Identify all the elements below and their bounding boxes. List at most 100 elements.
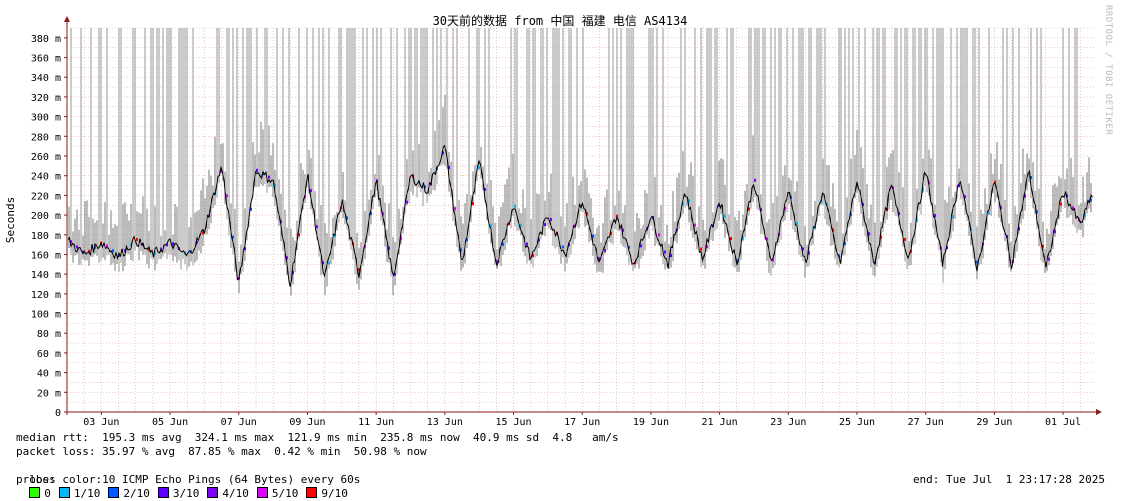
- loss-mark: [844, 241, 846, 245]
- rrdtool-watermark: RRDTOOL / TOBI OETIKER: [1103, 5, 1113, 136]
- loss-mark: [358, 268, 360, 272]
- y-tick-label: 0: [55, 408, 61, 419]
- y-tick-label: 20 m: [37, 388, 61, 399]
- loss-mark: [316, 225, 318, 229]
- loss-mark: [388, 246, 390, 250]
- loss-mark: [724, 214, 726, 218]
- loss-mark: [1024, 194, 1026, 198]
- loss-mark: [622, 228, 624, 232]
- y-tick-label: 60 m: [37, 349, 61, 360]
- loss-mark: [784, 206, 786, 210]
- y-tick-label: 360 m: [31, 54, 61, 65]
- x-tick-label: 23 Jun: [770, 417, 806, 428]
- loss-color-swatch: [256, 487, 268, 498]
- loss-mark: [484, 187, 486, 191]
- loss-mark: [1072, 206, 1074, 210]
- x-tick-label: 09 Jun: [289, 417, 325, 428]
- loss-mark: [760, 208, 762, 212]
- loss-mark: [106, 244, 108, 248]
- loss-mark: [76, 245, 78, 249]
- loss-mark: [136, 237, 138, 241]
- loss-mark: [118, 254, 120, 258]
- loss-mark: [892, 186, 894, 190]
- x-tick-label: 25 Jun: [839, 417, 875, 428]
- loss-mark: [502, 242, 504, 246]
- loss-mark: [826, 202, 828, 206]
- y-tick-label: 180 m: [31, 231, 61, 242]
- y-tick-label: 380 m: [31, 34, 61, 45]
- y-tick-label: 280 m: [31, 132, 61, 143]
- loss-mark: [868, 232, 870, 236]
- loss-mark: [688, 199, 690, 203]
- loss-mark: [1084, 213, 1086, 217]
- loss-mark: [94, 245, 96, 249]
- y-tick-label: 340 m: [31, 73, 61, 84]
- loss-mark: [736, 259, 738, 263]
- loss-mark: [406, 200, 408, 204]
- loss-mark: [490, 224, 492, 228]
- loss-color-swatch: [207, 487, 219, 498]
- loss-mark: [190, 250, 192, 254]
- loss-mark: [934, 213, 936, 217]
- loss-mark: [460, 248, 462, 252]
- loss-mark: [196, 240, 198, 244]
- loss-mark: [70, 240, 72, 244]
- loss-mark: [1036, 210, 1038, 214]
- loss-mark: [1066, 194, 1068, 198]
- loss-mark: [346, 216, 348, 220]
- y-axis-ticks: 0 20 m 40 m 60 m 80 m 100 m 120 m 140 m 160 m 180…: [31, 34, 67, 419]
- loss-mark: [1060, 202, 1062, 206]
- loss-mark: [664, 250, 666, 254]
- loss-mark: [466, 238, 468, 242]
- loss-mark: [628, 245, 630, 249]
- loss-mark: [328, 261, 330, 265]
- loss-mark: [244, 247, 246, 251]
- loss-mark: [772, 258, 774, 262]
- loss-mark: [1018, 227, 1020, 231]
- x-tick-label: 29 Jun: [976, 417, 1012, 428]
- loss-color-swatch: [306, 487, 318, 498]
- loss-color-swatch: [157, 487, 169, 498]
- loss-mark: [1048, 257, 1050, 261]
- loss-mark: [862, 202, 864, 206]
- loss-mark: [832, 228, 834, 232]
- loss-mark: [166, 243, 168, 247]
- loss-mark: [730, 237, 732, 241]
- loss-mark: [424, 185, 426, 189]
- loss-mark: [718, 203, 720, 207]
- smoke-band: [68, 28, 1092, 296]
- loss-mark: [286, 256, 288, 260]
- loss-mark: [1054, 230, 1056, 234]
- loss-mark: [922, 187, 924, 191]
- loss-mark: [298, 233, 300, 237]
- loss-mark: [670, 254, 672, 258]
- loss-mark: [478, 165, 480, 169]
- loss-mark: [514, 204, 516, 208]
- x-tick-label: 01 Jul: [1045, 417, 1081, 428]
- loss-mark: [400, 236, 402, 240]
- loss-color-swatch: [108, 487, 120, 498]
- y-tick-label: 320 m: [31, 93, 61, 104]
- loss-mark: [754, 178, 756, 182]
- loss-mark: [952, 215, 954, 219]
- loss-mark: [220, 169, 222, 173]
- loss-mark: [1000, 205, 1002, 209]
- loss-mark: [172, 242, 174, 246]
- y-axis-arrow: [64, 16, 70, 22]
- median-rtt-stats: median rtt: 195.3 ms avg 324.1 ms max 12…: [16, 431, 619, 444]
- loss-mark: [850, 212, 852, 216]
- x-tick-label: 27 Jun: [908, 417, 944, 428]
- loss-mark: [268, 175, 270, 179]
- loss-mark: [598, 257, 600, 261]
- loss-mark: [292, 271, 294, 275]
- chart-axes: [64, 16, 1102, 415]
- x-tick-label: 17 Jun: [564, 417, 600, 428]
- y-tick-label: 240 m: [31, 172, 61, 183]
- loss-mark: [604, 249, 606, 253]
- loss-mark: [382, 212, 384, 216]
- y-tick-label: 80 m: [37, 329, 61, 340]
- loss-mark: [700, 247, 702, 251]
- loss-mark: [1090, 198, 1092, 202]
- loss-mark: [82, 250, 84, 254]
- loss-mark: [796, 221, 798, 225]
